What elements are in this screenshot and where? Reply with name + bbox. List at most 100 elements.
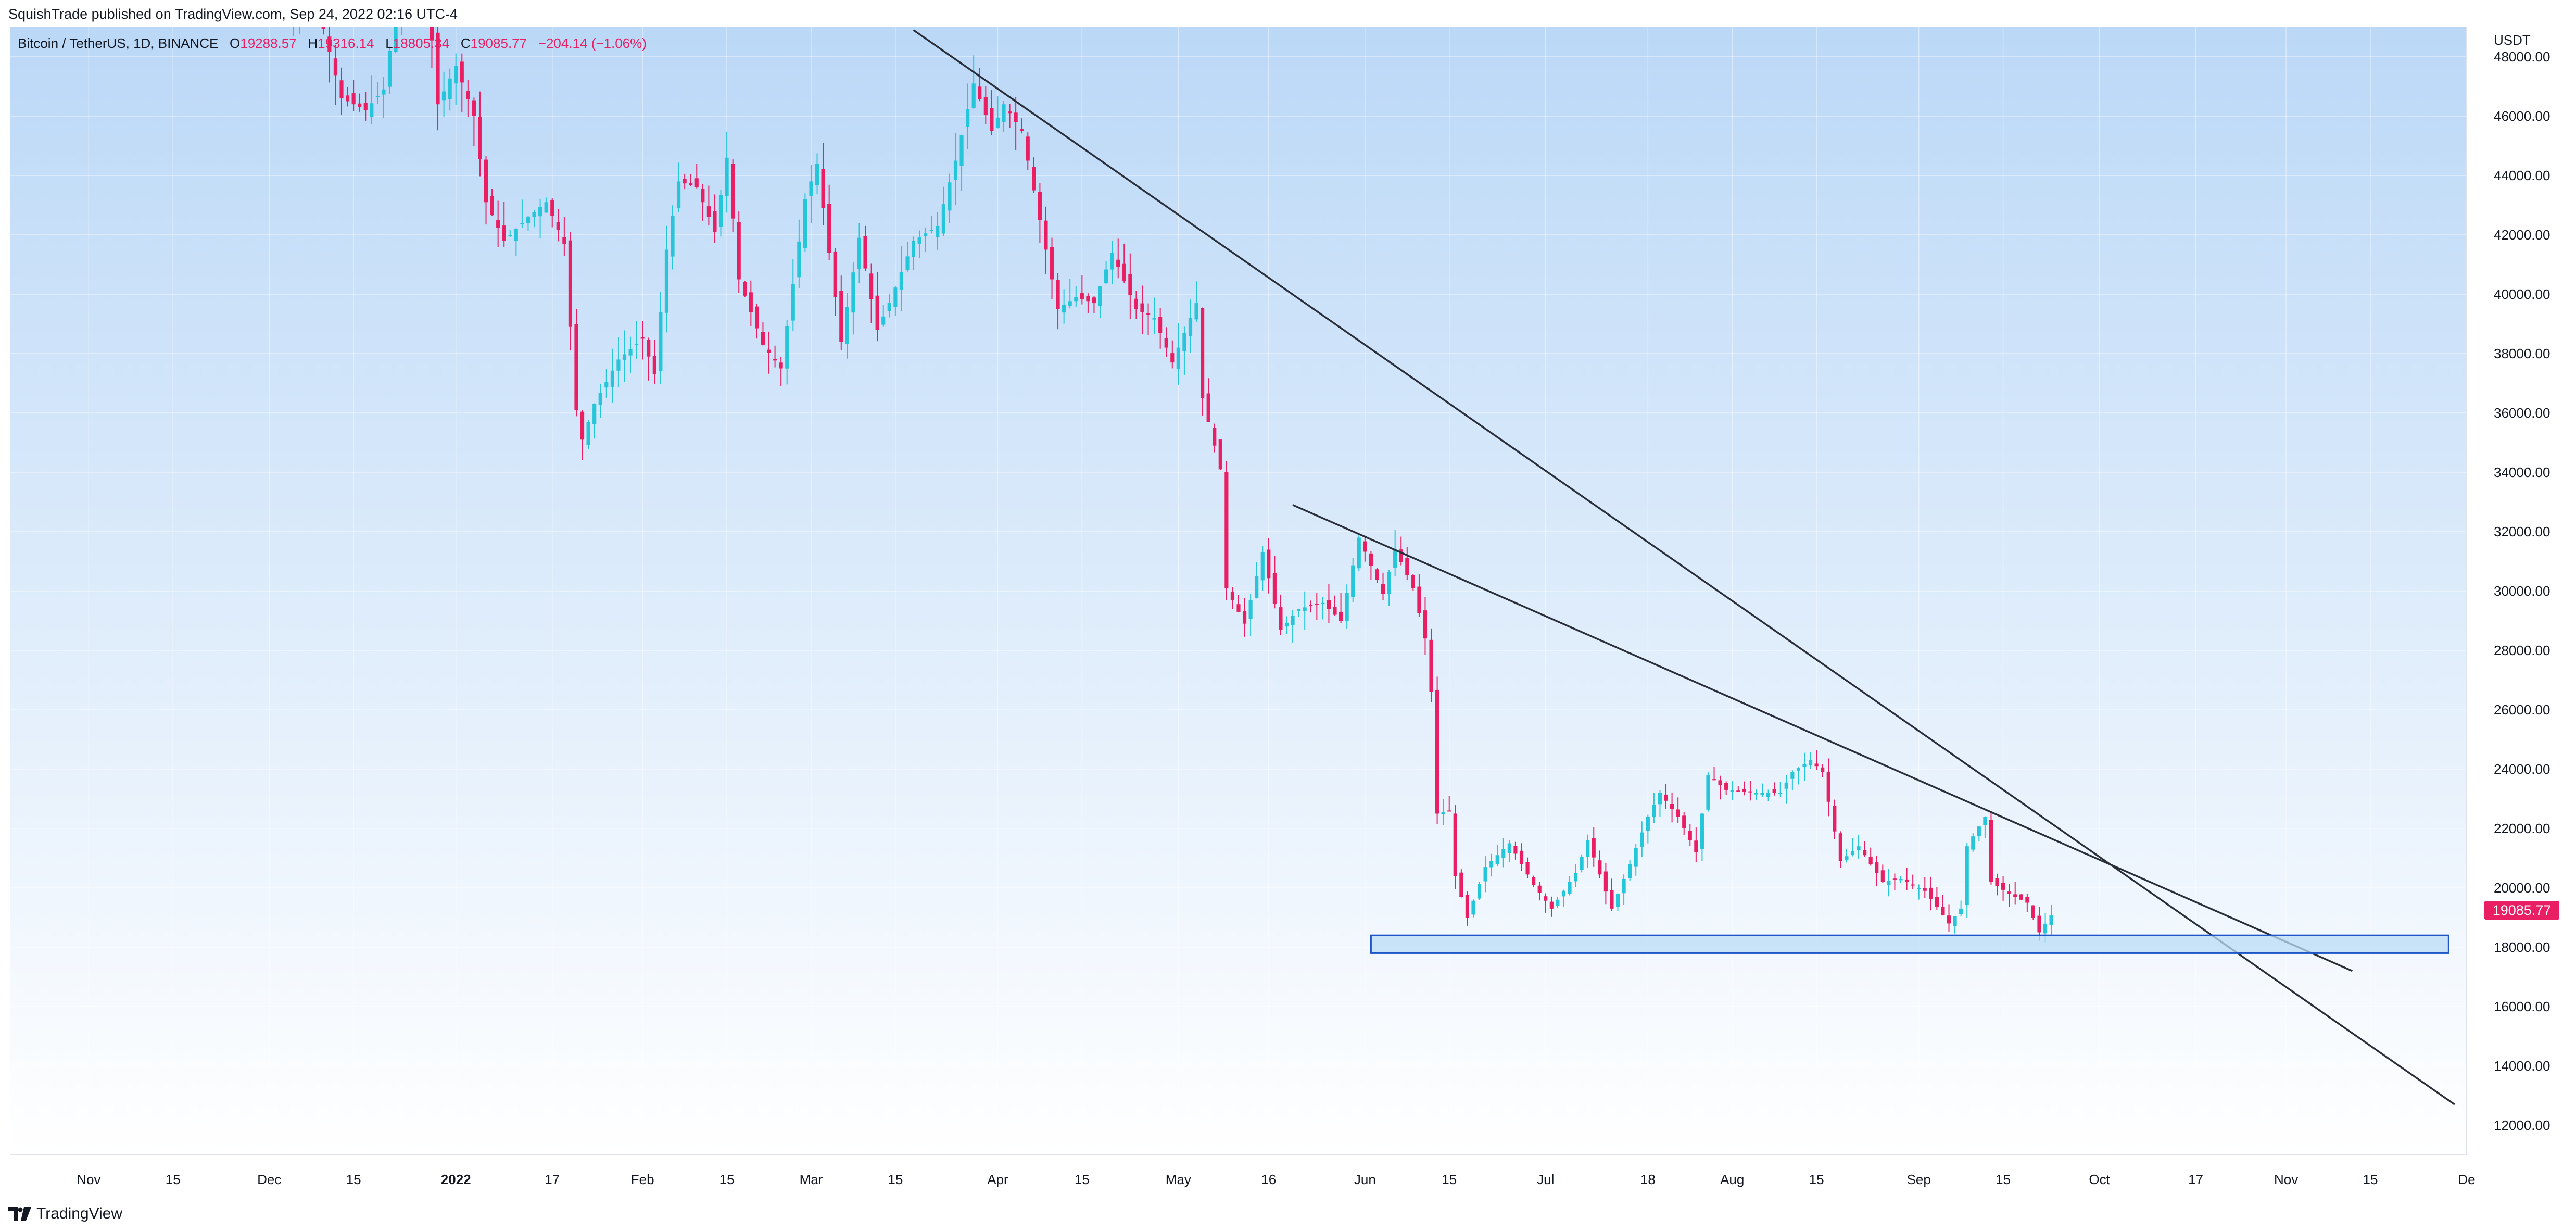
- candle-body: [839, 291, 843, 342]
- candle-body: [1736, 790, 1740, 792]
- candle-body: [785, 326, 789, 369]
- candle-body: [1754, 793, 1759, 795]
- open-label: O: [230, 35, 241, 51]
- time-tick-label: May: [1166, 1172, 1191, 1187]
- candle-body: [514, 229, 518, 242]
- candle-body: [1188, 318, 1193, 337]
- candle-body: [887, 303, 891, 311]
- time-tick-label: 15: [719, 1172, 735, 1187]
- time-tick-label: Oct: [2089, 1172, 2110, 1187]
- candle-body: [1730, 790, 1734, 792]
- candle-body: [1519, 850, 1524, 864]
- candle-body: [1230, 592, 1235, 600]
- candle-body: [1640, 832, 1644, 847]
- candle-body: [671, 215, 675, 257]
- candle-body: [1447, 810, 1451, 812]
- candle-body: [622, 354, 627, 360]
- candle-body: [448, 78, 452, 99]
- price-tick-label: 38000.00: [2494, 346, 2550, 361]
- candle-body: [1248, 600, 1253, 619]
- candle-body: [1875, 862, 1879, 873]
- candle-body: [327, 36, 332, 52]
- candle-body: [1615, 894, 1620, 907]
- candle-body: [351, 93, 356, 105]
- candle-body: [1664, 794, 1668, 801]
- candle-body: [701, 189, 705, 203]
- price-tick-label: 48000.00: [2494, 49, 2550, 65]
- candle-body: [948, 182, 952, 211]
- candle-body: [1201, 308, 1205, 398]
- candle-body: [1224, 472, 1229, 588]
- candle-body: [1213, 428, 1217, 446]
- high-label: H: [308, 35, 318, 51]
- candle-body: [1718, 780, 1722, 785]
- candle-body: [1242, 611, 1247, 624]
- candle-body: [1471, 900, 1475, 915]
- price-tick-label: 24000.00: [2494, 761, 2550, 777]
- candle-body: [1628, 864, 1632, 878]
- candle-body: [1128, 274, 1132, 295]
- candle-body: [1634, 848, 1638, 867]
- publisher-info: SquishTrade published on TradingView.com…: [8, 6, 458, 22]
- candle-body: [990, 108, 994, 131]
- candle-body: [694, 178, 699, 187]
- candle-body: [1170, 353, 1175, 363]
- price-tick-label: 36000.00: [2494, 405, 2550, 421]
- candle-body: [1122, 263, 1126, 281]
- candle-body: [1959, 908, 1963, 914]
- candle-body: [1044, 220, 1048, 250]
- candle-body: [1953, 916, 1957, 926]
- candle-body: [779, 362, 783, 369]
- candle-body: [1676, 809, 1680, 817]
- candle-body: [875, 295, 879, 330]
- candle-body: [1838, 833, 1842, 861]
- candle-body: [550, 200, 554, 216]
- candle-body: [1868, 857, 1873, 864]
- candle-body: [1935, 897, 1939, 908]
- candle-body: [1923, 888, 1927, 891]
- candle-body: [869, 273, 874, 299]
- candle-body: [1549, 901, 1554, 909]
- candle-body: [1670, 804, 1674, 809]
- time-tick-label: Dec: [257, 1172, 281, 1187]
- candle-body: [562, 237, 566, 244]
- candle-body: [978, 86, 982, 99]
- price-axis[interactable]: 12000.00 14000.00 16000.00 18000.00 20000.00…: [2494, 49, 2550, 1133]
- tradingview-brand[interactable]: TradingView: [8, 1205, 122, 1223]
- candle-body: [1489, 861, 1494, 868]
- candle-series: [293, 27, 2053, 943]
- candle-body: [1020, 129, 1024, 131]
- candle-body: [1977, 826, 1981, 837]
- candle-body: [1850, 851, 1855, 856]
- candle-body: [1495, 855, 1499, 864]
- candle-body: [2007, 891, 2011, 894]
- candle-body: [1941, 907, 1945, 915]
- symbol-legend[interactable]: Bitcoin / TetherUS, 1D, BINANCE O19288.5…: [18, 35, 647, 52]
- low-value: 18805.34: [393, 35, 450, 51]
- candle-body: [2037, 915, 2041, 933]
- candle-body: [544, 202, 548, 213]
- candle-body: [773, 359, 777, 361]
- last-price-tag: 19085.77: [2484, 901, 2559, 920]
- candle-body: [574, 324, 578, 410]
- candle-body: [1194, 303, 1198, 320]
- candle-body: [1086, 296, 1090, 302]
- change-value: −204.14 (−1.06%): [538, 35, 647, 51]
- candle-body: [1826, 772, 1830, 802]
- drawings[interactable]: [10, 29, 2467, 1106]
- candle-body: [1556, 899, 1560, 906]
- candle-body: [1309, 605, 1313, 606]
- candle-body: [2013, 894, 2017, 897]
- candle-body: [1904, 879, 1909, 882]
- candle-body: [1561, 890, 1566, 897]
- candle-body: [1104, 269, 1108, 283]
- candle-body: [1899, 878, 1903, 881]
- time-tick-label: Feb: [631, 1172, 654, 1187]
- price-tick-label: 30000.00: [2494, 583, 2550, 599]
- candle-body: [1260, 552, 1265, 581]
- time-tick-label: 15: [2363, 1172, 2378, 1187]
- candle-body: [905, 256, 910, 271]
- candle-body: [1267, 549, 1271, 579]
- time-axis[interactable]: Nov 15 Dec 15 2022 17 Feb 15 Mar 15 Apr 15 May 16 Jun 1…: [77, 1172, 2475, 1187]
